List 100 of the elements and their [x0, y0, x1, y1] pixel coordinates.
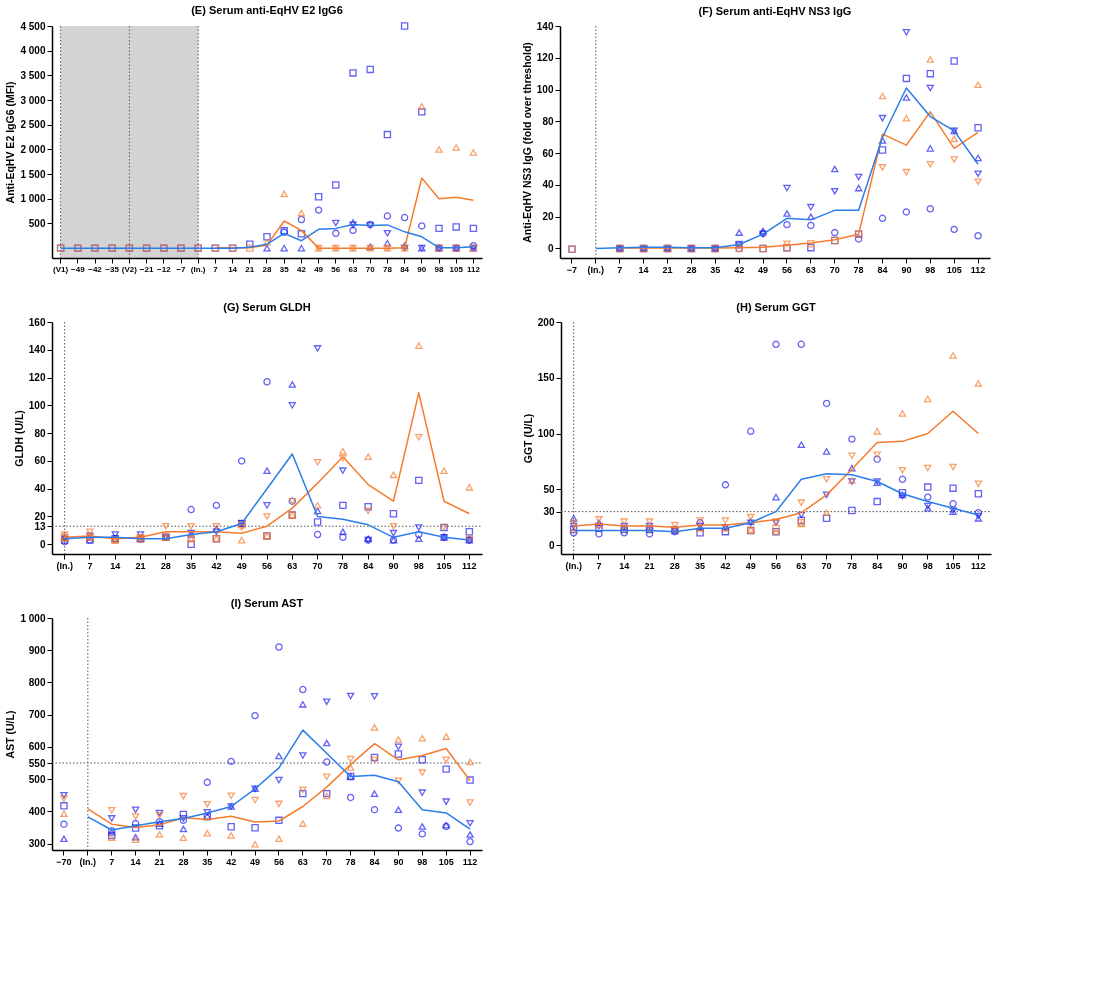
y-tick-label: 1 000 — [20, 612, 46, 624]
x-tick-label: 78 — [345, 856, 356, 867]
x-tick-label: 42 — [734, 264, 745, 275]
chart-title: (I) Serum AST — [230, 597, 304, 609]
y-tick-label: 30 — [543, 506, 555, 518]
y-tick-label: 600 — [28, 741, 46, 753]
y-tick-label: 140 — [536, 20, 554, 32]
x-tick-label: −7 — [566, 264, 578, 275]
y-tick-label: 50 — [543, 483, 555, 495]
x-tick-label: 70 — [829, 264, 840, 275]
y-tick-label: 4 000 — [20, 45, 46, 57]
x-tick-label: 49 — [250, 856, 261, 867]
y-tick-label: 80 — [542, 115, 554, 127]
y-tick-label: 100 — [536, 84, 554, 96]
x-tick-label: −49 — [71, 264, 86, 274]
y-tick-label: 900 — [28, 644, 46, 656]
y-tick-label: 140 — [28, 344, 46, 356]
y-tick-label: 0 — [548, 539, 555, 551]
chart-title: (F) Serum anti-EqHV NS3 IgG — [698, 5, 852, 17]
x-tick-label: 78 — [853, 264, 864, 275]
y-tick-label: 40 — [34, 483, 46, 495]
y-tick-label: 700 — [28, 709, 46, 721]
y-tick-label: 550 — [28, 757, 46, 769]
x-tick-label: 63 — [348, 264, 358, 274]
x-tick-label: 84 — [400, 264, 410, 274]
y-tick-label: 13 — [34, 520, 46, 532]
x-tick-label: −70 — [56, 856, 72, 867]
x-tick-label: 56 — [273, 856, 284, 867]
x-tick-label: 112 — [462, 560, 477, 571]
x-tick-label: 98 — [413, 560, 424, 571]
x-tick-label: (V1) — [53, 264, 69, 274]
y-tick-label: 100 — [537, 428, 555, 440]
x-tick-label: 70 — [365, 264, 376, 274]
x-tick-label: 21 — [245, 264, 255, 274]
x-tick-label: 49 — [236, 560, 247, 571]
x-tick-label: 14 — [638, 264, 649, 275]
y-tick-label: 160 — [28, 316, 46, 328]
x-tick-label: 35 — [279, 264, 290, 274]
x-tick-label: 28 — [669, 560, 680, 571]
x-tick-label: 21 — [644, 560, 655, 571]
y-tick-label: 1 000 — [20, 193, 46, 205]
x-tick-label: 90 — [417, 264, 427, 274]
x-tick-label: 7 — [213, 264, 219, 274]
y-tick-label: 40 — [542, 179, 554, 191]
y-tick-label: 400 — [28, 805, 46, 817]
x-tick-label: 105 — [945, 560, 961, 571]
y-tick-label: 3 000 — [20, 94, 46, 106]
x-tick-label: 63 — [287, 560, 298, 571]
y-axis-title: GGT (U/L) — [521, 413, 534, 464]
x-tick-label: 70 — [821, 560, 832, 571]
y-tick-label: 500 — [28, 773, 46, 785]
x-tick-label: 84 — [363, 560, 374, 571]
x-tick-label: 56 — [770, 560, 782, 571]
y-tick-label: 80 — [34, 427, 46, 439]
y-tick-label: 20 — [542, 211, 554, 223]
x-tick-label: 7 — [617, 264, 623, 275]
y-axis-title: Anti-EqHV E2 IgG6 (MFI) — [4, 81, 17, 204]
y-tick-label: 120 — [28, 372, 46, 384]
x-tick-label: 112 — [466, 264, 481, 274]
x-tick-label: 112 — [971, 560, 986, 571]
x-tick-label: 56 — [331, 264, 341, 274]
x-tick-label: 35 — [202, 856, 213, 867]
x-tick-label: 78 — [382, 264, 393, 274]
x-tick-label: −12 — [157, 264, 172, 274]
x-tick-label: 63 — [796, 560, 807, 571]
chart-title: (H) Serum GGT — [736, 301, 816, 313]
y-axis-title: GLDH (U/L) — [12, 410, 25, 467]
y-tick-label: 3 500 — [20, 69, 46, 81]
x-tick-label: 98 — [417, 856, 428, 867]
x-tick-label: 105 — [449, 264, 464, 274]
x-tick-label: (In.) — [190, 264, 206, 274]
x-tick-label: 98 — [434, 264, 444, 274]
y-tick-label: 120 — [536, 52, 554, 64]
x-tick-label: 35 — [710, 264, 721, 275]
x-tick-label: −42 — [88, 264, 103, 274]
x-tick-label: 14 — [228, 264, 238, 274]
x-tick-label: 78 — [846, 560, 857, 571]
y-tick-label: 2 500 — [20, 119, 46, 131]
x-tick-label: 42 — [720, 560, 731, 571]
chart-title: (E) Serum anti-EqHV E2 IgG6 — [191, 4, 343, 17]
x-tick-label: 7 — [87, 560, 93, 571]
y-tick-label: 500 — [28, 217, 46, 229]
y-tick-label: 20 — [34, 510, 46, 522]
chart-title: (G) Serum GLDH — [223, 301, 311, 313]
x-tick-label: 49 — [745, 560, 756, 571]
x-tick-label: 35 — [186, 560, 197, 571]
y-tick-label: 100 — [28, 399, 46, 411]
x-tick-label: 84 — [872, 560, 883, 571]
y-tick-label: 60 — [34, 455, 46, 467]
x-tick-label: 105 — [946, 264, 962, 275]
x-tick-label: 90 — [393, 856, 404, 867]
y-tick-label: 1 500 — [20, 168, 46, 180]
x-tick-label: 49 — [314, 264, 324, 274]
x-tick-label: 112 — [462, 856, 478, 867]
x-tick-label: 90 — [897, 560, 908, 571]
x-tick-label: 98 — [925, 264, 936, 275]
x-tick-label: 90 — [388, 560, 399, 571]
x-tick-label: (V2) — [121, 264, 138, 274]
y-tick-label: 150 — [537, 372, 555, 384]
x-tick-label: 90 — [901, 264, 912, 275]
